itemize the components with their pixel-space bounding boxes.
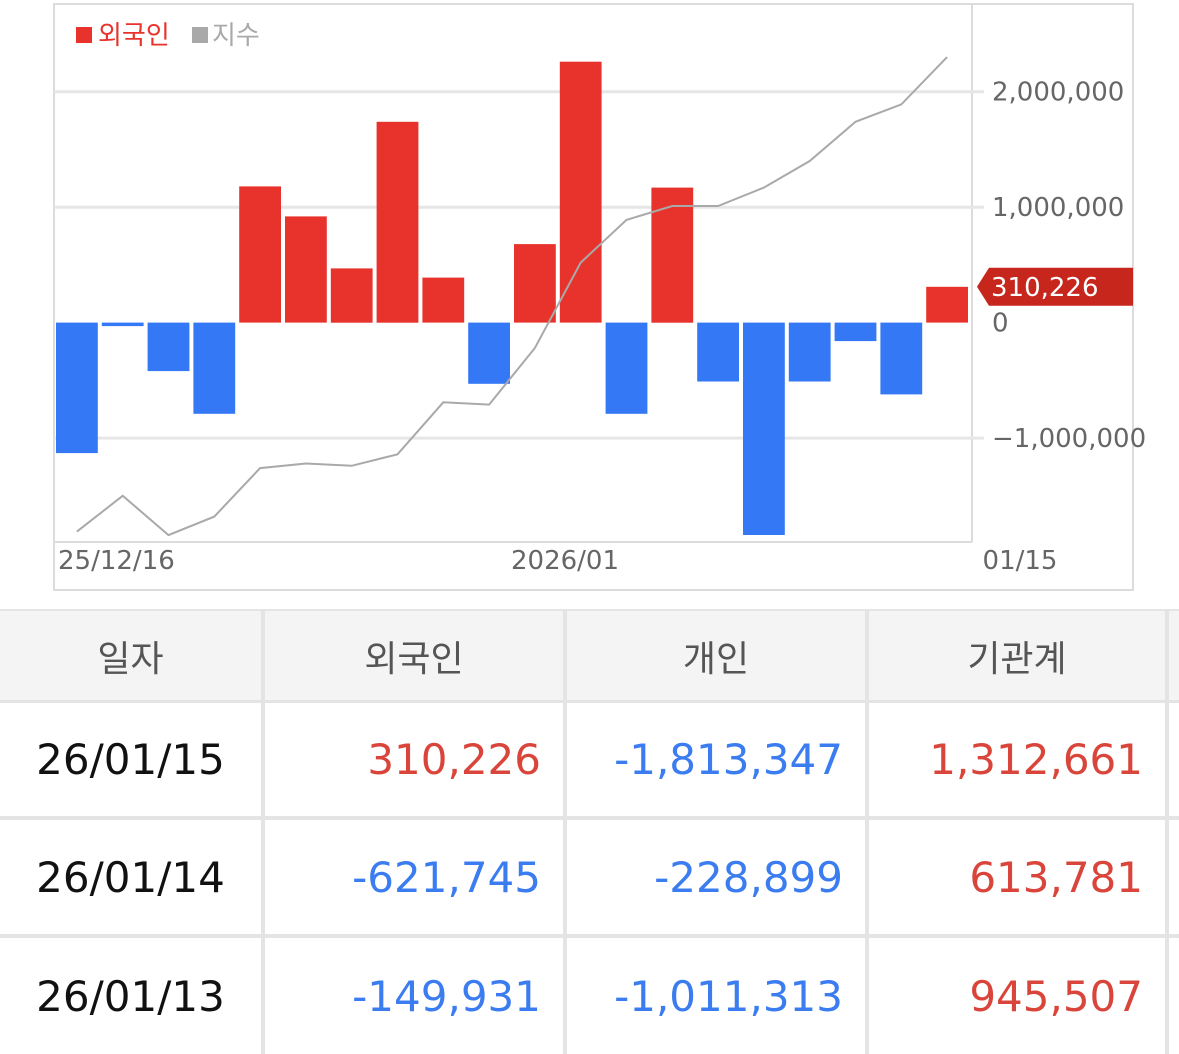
legend-label: 외국인 [98,21,170,51]
callout-box [977,267,1133,306]
header-institution: 기관계 [869,611,1165,700]
bar [788,322,831,382]
header-overflow-column [1169,611,1179,700]
y-tick-label: 1,000,000 [992,193,1124,223]
bar [330,268,373,323]
table-row[interactable]: 26/01/14 -621,745 -228,899 613,781 [0,820,1179,934]
bar [56,322,98,454]
cell-individual: -228,899 [567,820,865,934]
table-header-row: 일자 외국인 개인 기관계 [0,611,1179,700]
bar [514,244,556,323]
bar [743,322,785,535]
cell-institution: 1,312,661 [869,703,1165,816]
header-individual: 개인 [567,611,865,700]
legend-swatch [192,27,208,43]
bar [880,322,923,395]
bar [605,322,648,414]
cell-overflow [1169,820,1179,934]
cell-date: 26/01/15 [0,703,261,816]
investor-trend-chart: 2,000,000 1,000,000 0 −1,000,000 25/12/16 20… [53,3,1146,591]
y-tick-label: −1,000,000 [992,424,1146,454]
header-foreign: 외국인 [265,611,563,700]
cell-individual: -1,813,347 [567,703,865,816]
legend-swatch [76,27,92,43]
cell-date: 26/01/13 [0,938,261,1054]
x-tick-label: 01/15 [983,546,1058,576]
legend-label: 지수 [212,21,260,51]
x-tick-label: 2026/01 [511,546,619,576]
bar [559,61,602,323]
bars [56,61,968,535]
bar [834,322,877,342]
cell-individual: -1,011,313 [567,938,865,1054]
callout-value: 310,226 [991,273,1099,303]
bar [422,277,465,323]
bar [651,187,694,323]
bar [468,322,510,384]
x-axis-ticks: 25/12/16 2026/01 01/15 [58,546,1057,576]
cell-institution: 945,507 [869,938,1165,1054]
index-line [76,56,948,537]
cell-foreign: 310,226 [265,703,563,816]
investor-table: 일자 외국인 개인 기관계 26/01/15 310,226 -1,813,34… [0,609,1179,1054]
cell-overflow [1169,938,1179,1054]
bar [376,121,419,323]
header-date: 일자 [0,611,261,700]
index-line-path [76,56,948,537]
bar [926,286,968,323]
last-value-callout: 310,226 [977,267,1133,306]
bar [193,322,236,414]
cell-foreign: -621,745 [265,820,563,934]
cell-overflow [1169,703,1179,816]
y-axis-ticks: 2,000,000 1,000,000 0 −1,000,000 [992,78,1146,454]
x-tick-label: 25/12/16 [58,546,175,576]
bar [101,322,144,327]
table-row[interactable]: 26/01/13 -149,931 -1,011,313 945,507 [0,938,1179,1054]
chart-canvas: 2,000,000 1,000,000 0 −1,000,000 25/12/16 20… [53,3,1146,591]
bar [147,322,190,372]
legend: 외국인 지수 [76,21,260,51]
table-row[interactable]: 26/01/15 310,226 -1,813,347 1,312,661 [0,703,1179,816]
y-tick-label: 0 [992,309,1009,339]
bar [285,216,327,323]
cell-institution: 613,781 [869,820,1165,934]
cell-foreign: -149,931 [265,938,563,1054]
y-tick-label: 2,000,000 [992,78,1124,108]
cell-date: 26/01/14 [0,820,261,934]
bar [239,186,281,323]
grid-lines [54,90,984,440]
bar [697,322,739,382]
